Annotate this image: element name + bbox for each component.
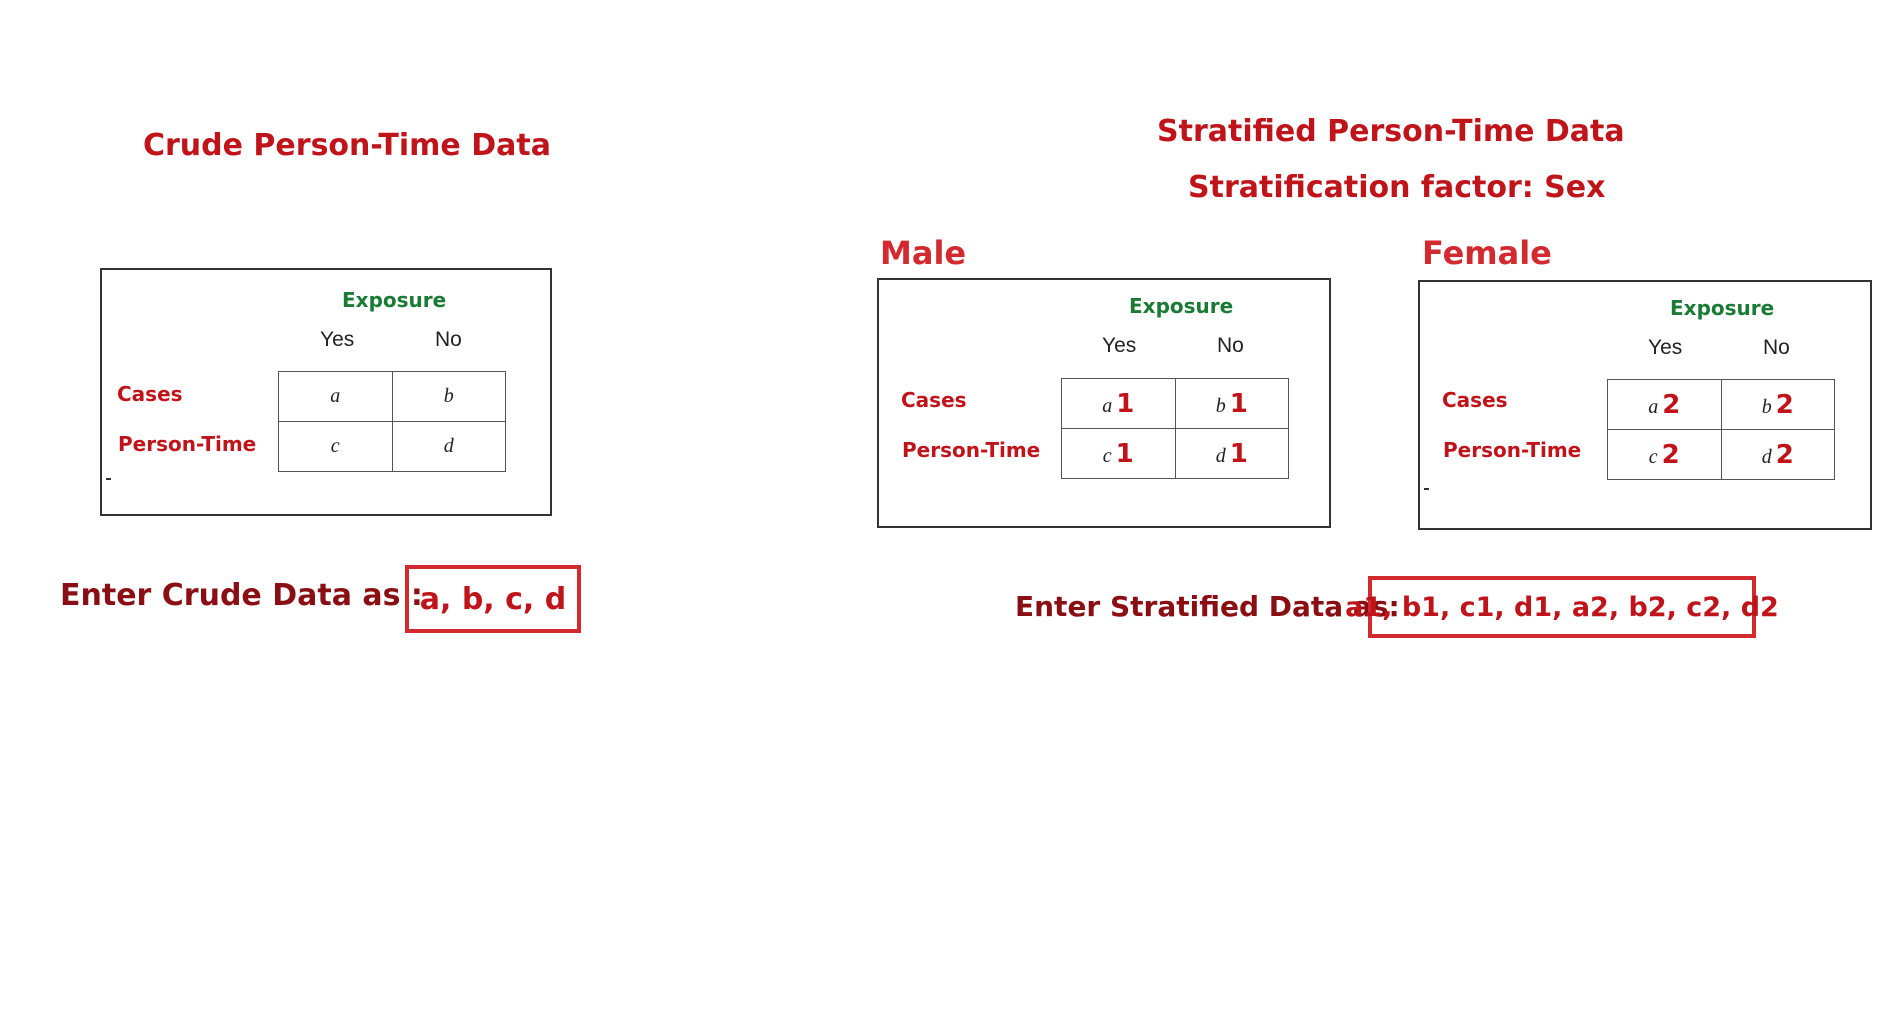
male-col-yes: Yes bbox=[1102, 334, 1137, 357]
male-col-no: No bbox=[1217, 334, 1244, 357]
stratified-enter-value-box: a1, b1, c1, d1, a2, b2, c2, d2 bbox=[1345, 576, 1779, 638]
crude-enter-label: Enter Crude Data as : bbox=[60, 578, 423, 613]
crude-title: Crude Person-Time Data bbox=[143, 128, 551, 163]
crude-stray-mark bbox=[106, 478, 111, 480]
female-col-yes: Yes bbox=[1648, 336, 1683, 359]
crude-col-no: No bbox=[435, 328, 462, 351]
crude-row-person-time: Person-Time bbox=[118, 432, 257, 456]
crude-row-cases: Cases bbox=[117, 382, 183, 406]
crude-enter-value-box: a, b, c, d bbox=[405, 565, 581, 633]
male-row-person-time: Person-Time bbox=[902, 438, 1041, 462]
female-col-no: No bbox=[1763, 336, 1790, 359]
stratified-title: Stratified Person-Time Data bbox=[1157, 114, 1625, 149]
female-row-person-time: Person-Time bbox=[1443, 438, 1582, 462]
female-stray-mark bbox=[1424, 488, 1429, 490]
female-exposure-label: Exposure bbox=[1670, 296, 1775, 320]
crude-2x2-grid: a b c d bbox=[278, 371, 506, 472]
crude-cell-b: b bbox=[391, 371, 506, 422]
crude-table-panel: Exposure Yes No Cases Person-Time a b c … bbox=[100, 268, 552, 516]
crude-cell-a: a bbox=[278, 371, 393, 422]
male-label: Male bbox=[880, 234, 967, 272]
crude-col-yes: Yes bbox=[320, 328, 355, 351]
stratified-enter-label: Enter Stratified Data as: bbox=[1015, 590, 1400, 623]
crude-exposure-label: Exposure bbox=[342, 288, 447, 312]
crude-cell-d: d bbox=[391, 421, 506, 472]
female-label: Female bbox=[1422, 234, 1552, 272]
female-row-cases: Cases bbox=[1442, 388, 1508, 412]
crude-cell-c: c bbox=[278, 421, 393, 472]
male-row-cases: Cases bbox=[901, 388, 967, 412]
male-exposure-label: Exposure bbox=[1129, 294, 1234, 318]
stratification-factor: Stratification factor: Sex bbox=[1188, 170, 1606, 205]
